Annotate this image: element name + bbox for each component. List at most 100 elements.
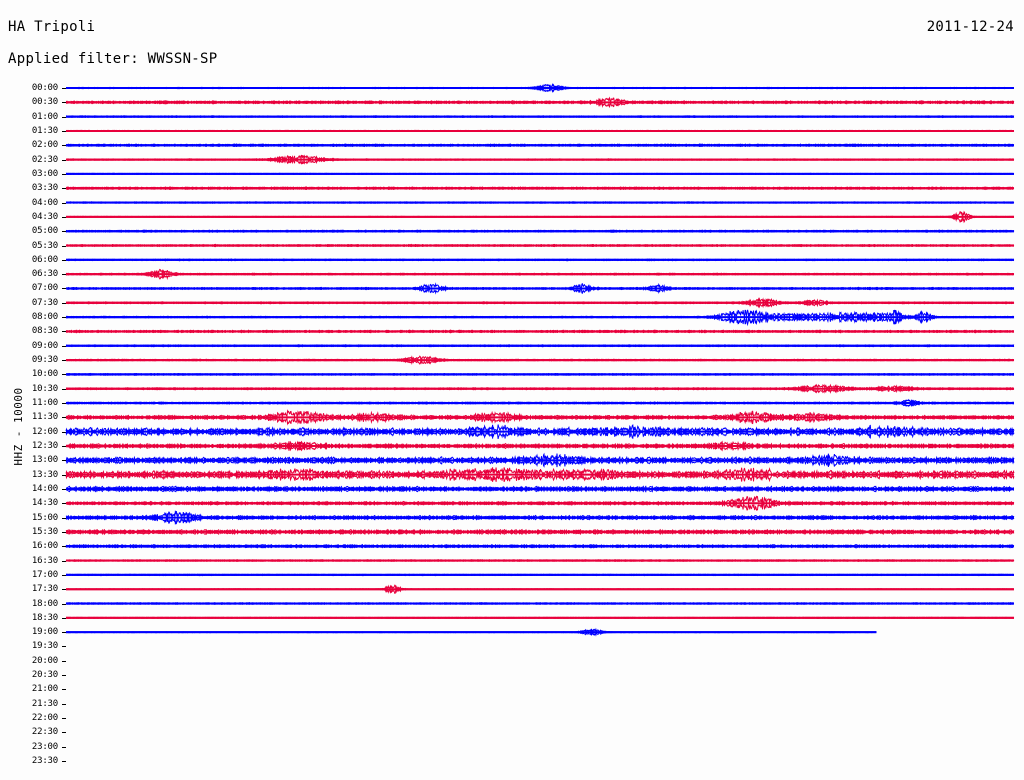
seismic-trace [65,329,1015,334]
axis-tick [62,159,66,161]
axis-tick [62,145,66,147]
time-label: 18:30 [31,612,58,623]
axis-tick [62,173,66,175]
time-label: 02:00 [31,140,58,151]
seismic-trace [65,210,1015,224]
axis-tick [62,259,66,261]
axis-tick [62,474,66,476]
seismic-trace [65,440,1015,452]
axis-tick [62,331,66,333]
axis-tick [62,660,66,662]
time-label: 03:30 [31,183,58,194]
seismic-trace [65,383,1015,394]
axis-tick [62,761,66,763]
seismic-trace [65,543,1015,549]
time-label: 04:30 [31,211,58,222]
seismic-trace [65,409,1015,426]
axis-tick [62,574,66,576]
seismic-trace [65,172,1015,176]
seismic-trace [66,82,1014,94]
axis-tick [62,589,66,591]
axis-tick [62,603,66,605]
time-label: 14:30 [31,498,58,509]
time-label: 08:00 [31,312,58,323]
axis-tick [62,675,66,677]
seismic-trace [65,355,1015,366]
seismic-trace [65,495,1015,511]
axis-tick [62,388,66,390]
time-label: 07:00 [31,283,58,294]
time-label: 03:00 [31,168,58,179]
time-label: 10:30 [31,383,58,394]
time-label: 22:30 [31,727,58,738]
axis-tick [62,374,66,376]
axis-tick [62,317,66,319]
time-label: 00:00 [31,83,58,93]
axis-tick [62,746,66,748]
axis-tick [62,617,66,619]
seismic-trace [66,258,1015,262]
axis-tick [62,460,66,462]
time-label: 12:00 [31,426,58,437]
time-label: 05:00 [31,226,58,237]
time-label: 11:30 [31,412,58,423]
axis-tick [62,531,66,533]
time-label: 21:30 [31,698,58,709]
time-label: 13:00 [31,455,58,466]
time-label: 11:00 [31,398,58,409]
seismic-trace [66,584,1014,594]
time-label: 16:30 [31,555,58,566]
seismic-trace [65,467,1015,483]
axis-tick [62,345,66,347]
time-label: 07:30 [31,297,58,308]
axis-tick [62,546,66,548]
seismic-trace [65,528,1015,536]
axis-tick [62,274,66,276]
seismic-trace [65,344,1015,348]
seismic-trace [65,96,1015,109]
station-title: HA Tripoli [8,19,96,35]
time-label: 23:00 [31,741,58,752]
time-label: 06:30 [31,269,58,280]
record-date: 2011-12-24 [926,19,1014,35]
applied-filter-label: Applied filter: WWSSN-SP [8,51,218,67]
seismic-trace [65,398,1015,408]
time-label: 01:30 [31,125,58,136]
time-label: 06:00 [31,254,58,265]
axis-tick [62,403,66,405]
seismic-trace [65,201,1015,204]
time-label: 09:00 [31,340,58,351]
axis-tick [62,646,66,648]
time-label: 14:00 [31,483,58,494]
axis-tick [62,116,66,118]
axis-tick [62,517,66,519]
time-label: 20:30 [31,670,58,681]
axis-tick [62,446,66,447]
seismic-trace [65,573,1014,577]
seismic-trace [65,616,1015,620]
seismic-trace [65,309,1015,327]
time-label: 13:30 [31,469,58,480]
time-label: 19:30 [31,641,58,652]
axis-tick [62,245,66,247]
time-label: 17:00 [31,569,58,580]
seismic-trace [65,510,1015,526]
time-label: 10:00 [31,369,58,380]
axis-tick [62,130,66,132]
time-label: 21:00 [31,684,58,695]
time-label: 16:00 [31,541,58,552]
time-label: 08:30 [31,326,58,337]
seismic-trace [65,143,1015,148]
seismic-trace [65,268,1015,281]
time-label: 01:00 [31,111,58,122]
seismic-trace [66,243,1015,248]
axis-tick [62,431,66,433]
time-label: 15:00 [31,512,58,523]
time-label: 09:30 [31,355,58,366]
axis-tick [62,689,66,691]
axis-tick [62,188,66,190]
axis-tick [62,231,66,233]
time-label: 04:00 [31,197,58,208]
